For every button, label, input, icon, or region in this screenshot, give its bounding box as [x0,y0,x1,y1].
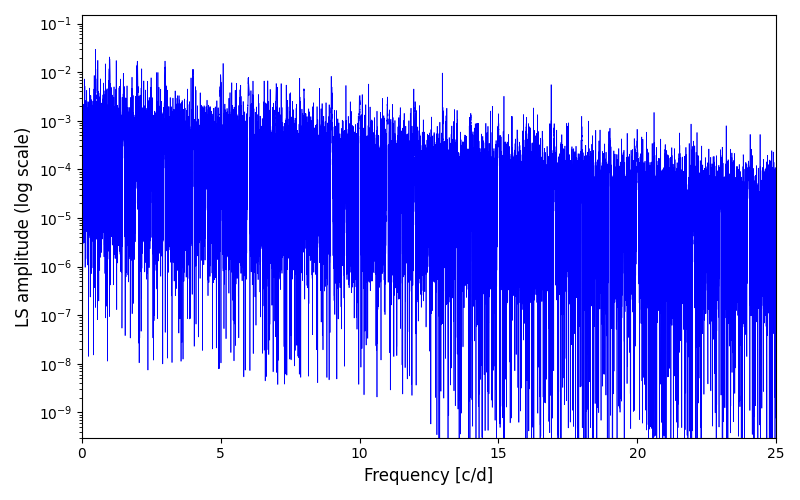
X-axis label: Frequency [c/d]: Frequency [c/d] [364,467,494,485]
Y-axis label: LS amplitude (log scale): LS amplitude (log scale) [15,126,33,326]
